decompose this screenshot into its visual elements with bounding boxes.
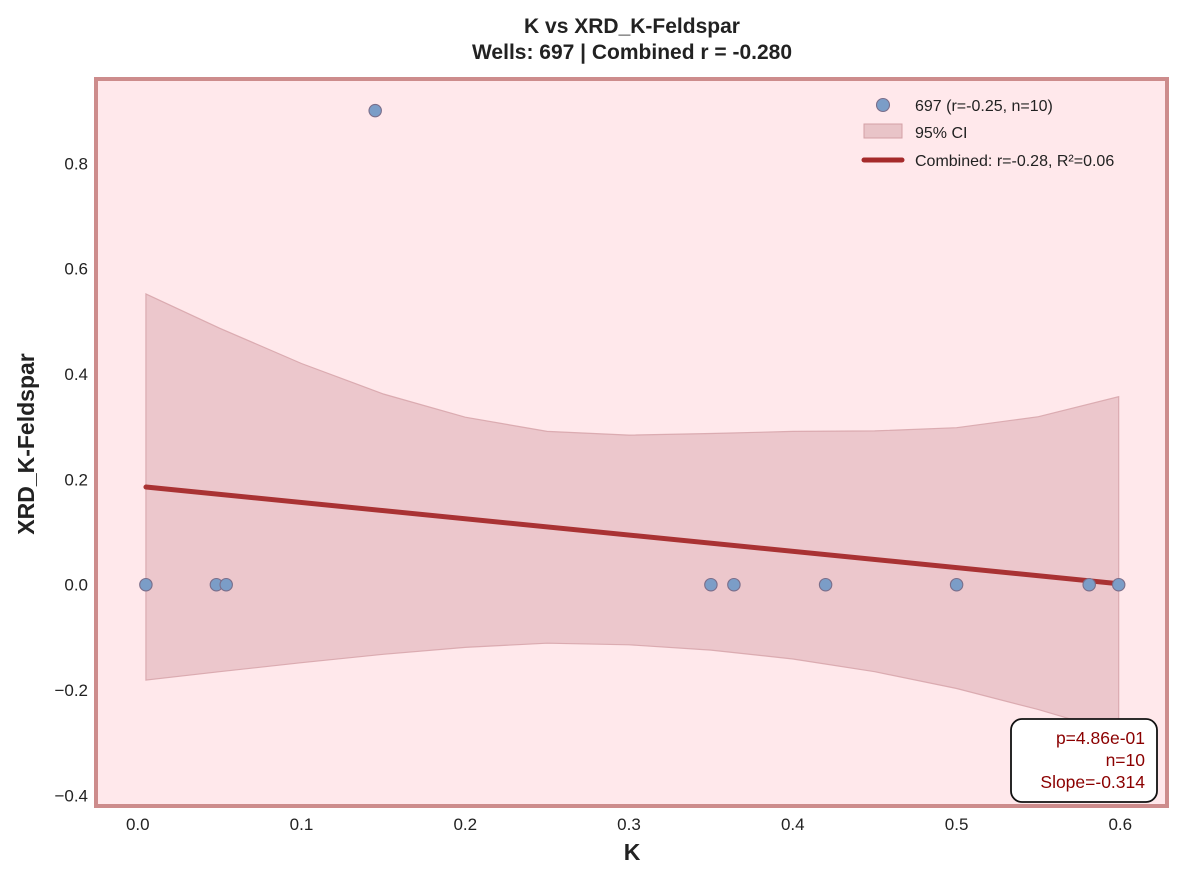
stats-box-frame [1010,718,1158,803]
plot-border [94,77,1169,808]
legend-marker-points [875,97,891,113]
y-axis-label: XRD_K-Feldspar [13,353,39,535]
stats-box: p=4.86e-01 n=10 Slope=-0.314 [1010,718,1158,803]
x-tick-label: 0.5 [945,815,969,834]
y-tick-label: 0.6 [64,260,88,279]
data-point [139,577,153,592]
data-point [727,577,741,592]
x-tick-label: 0.6 [1108,815,1132,834]
x-axis-ticks: 0.0 0.1 0.2 0.3 0.4 0.5 0.6 [126,815,1132,834]
x-tick-label: 0.2 [453,815,477,834]
legend-label-regression: Combined: r=-0.28, R²=0.06 [915,153,1114,170]
stats-n: n=10 [1106,750,1146,770]
legend-marker-ci [863,123,903,139]
stats-p-value: p=4.86e-01 [1056,728,1145,748]
plot-background [96,79,1167,806]
x-tick-label: 0.3 [617,815,641,834]
data-points [139,103,1126,592]
y-tick-label: 0.2 [64,470,88,489]
data-point [368,103,382,118]
x-tick-label: 0.0 [126,815,150,834]
data-point [1082,577,1096,592]
stats-slope: Slope=-0.314 [1040,772,1145,792]
y-tick-label: 0.4 [64,365,88,384]
data-point [818,577,833,592]
data-point [704,577,718,592]
legend-label-points: 697 (r=-0.25, n=10) [915,98,1053,115]
data-point [219,577,233,592]
legend-label-ci: 95% CI [915,125,967,142]
x-tick-label: 0.1 [290,815,314,834]
data-point [1111,577,1126,592]
y-tick-label: 0.0 [64,576,88,595]
chart-title: K vs XRD_K-Feldspar [524,15,740,38]
legend: 697 (r=-0.25, n=10) 95% CI Combined: r=-… [861,97,1114,170]
chart-subtitle: Wells: 697 | Combined r = -0.280 [472,41,792,64]
y-tick-label: −0.4 [54,787,88,806]
data-point [949,577,964,592]
y-tick-label: −0.2 [54,681,88,700]
y-axis-ticks: −0.4 −0.2 0.0 0.2 0.4 0.6 0.8 [54,154,88,805]
regression-line [143,484,1122,587]
x-tick-label: 0.4 [781,815,805,834]
x-axis-label: K [624,839,641,865]
plot-area [94,77,1169,808]
y-tick-label: 0.8 [64,154,88,173]
